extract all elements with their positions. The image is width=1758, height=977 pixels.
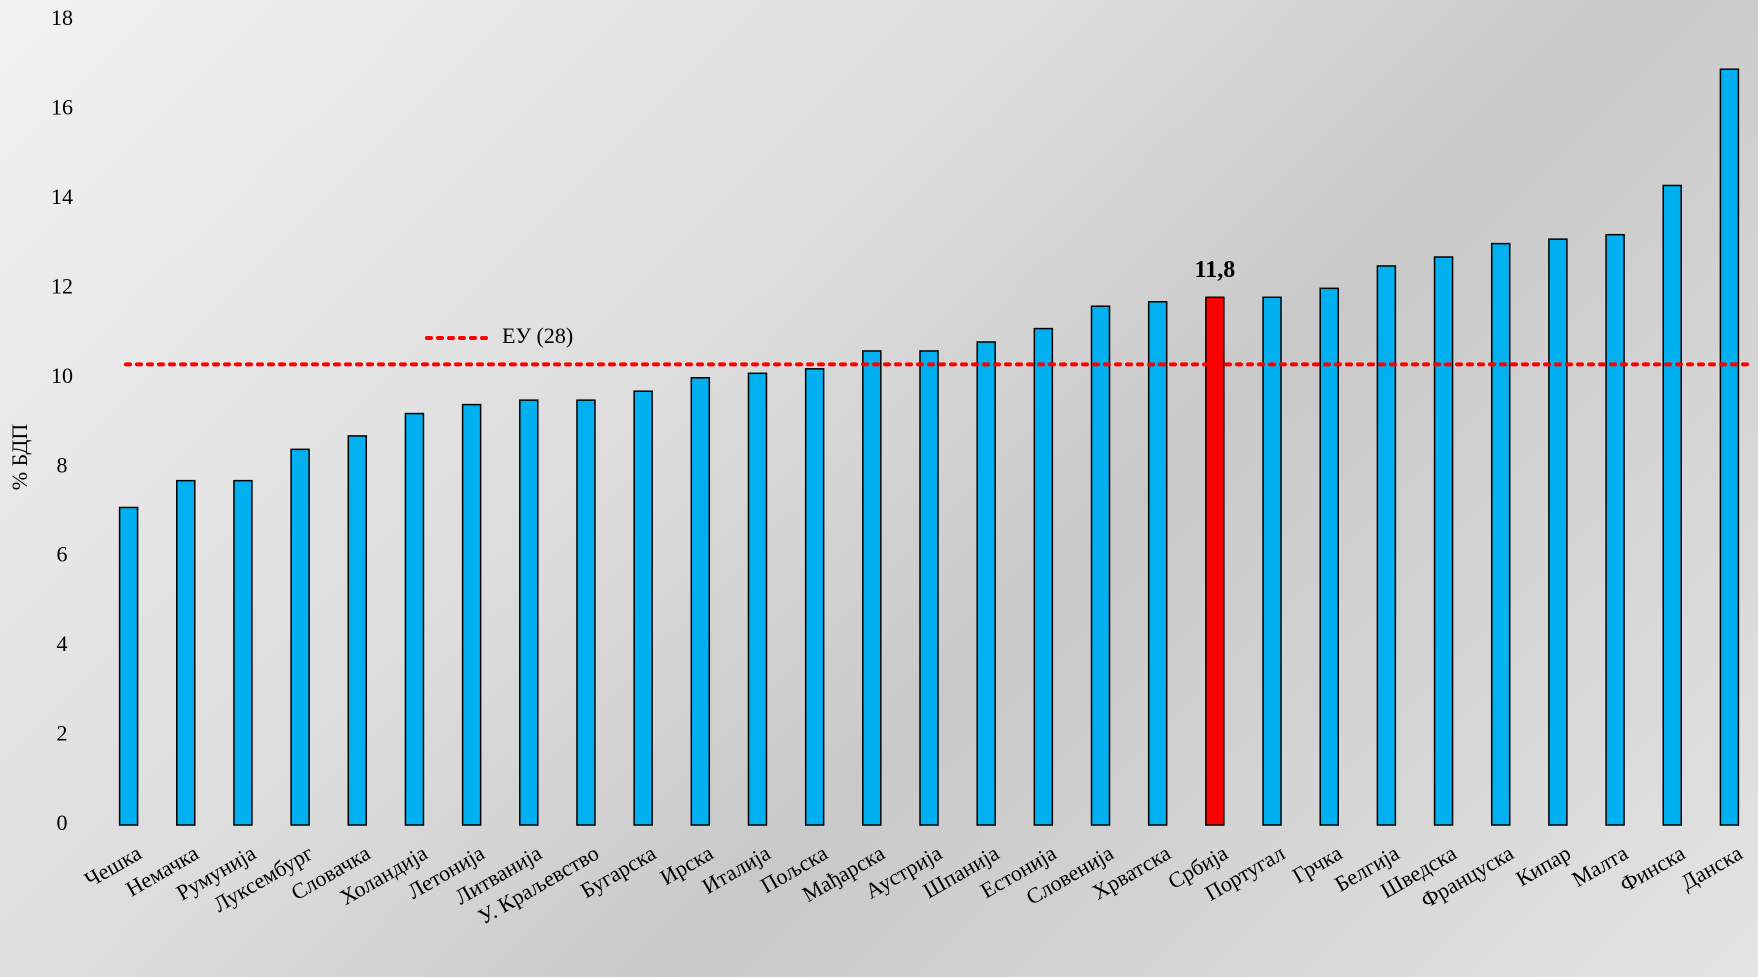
- bar: [1605, 233, 1625, 826]
- y-tick-label: 16: [51, 94, 73, 119]
- y-tick-label: 12: [51, 273, 73, 298]
- y-tick-label: 4: [57, 631, 68, 656]
- y-tick-label: 6: [57, 542, 68, 567]
- x-tick-label: Финска: [1615, 840, 1689, 897]
- x-tick-label: Кипар: [1511, 840, 1575, 891]
- bar: [862, 350, 882, 826]
- bar: [1719, 68, 1740, 826]
- bar: [576, 399, 596, 826]
- y-tick-label: 2: [57, 721, 68, 746]
- bar: [1490, 242, 1511, 826]
- legend-label: ЕУ (28): [502, 323, 573, 348]
- bar: [1376, 265, 1397, 826]
- bar: [1662, 184, 1682, 826]
- y-tick-label: 8: [57, 452, 68, 477]
- bar: [176, 479, 196, 826]
- bar: [976, 341, 996, 826]
- bar: [1319, 287, 1339, 826]
- bar: [1548, 238, 1568, 826]
- bar: [519, 399, 539, 826]
- bar: [633, 390, 653, 826]
- x-tick-label: Данска: [1676, 840, 1746, 895]
- y-tick-label: 18: [51, 5, 73, 30]
- bar: [747, 372, 768, 826]
- bar: [233, 479, 253, 826]
- y-tick-label: 14: [51, 184, 73, 209]
- bar: [347, 435, 368, 826]
- y-axis-label: % БДП: [7, 424, 32, 491]
- bar: [1090, 305, 1111, 826]
- bar: [1147, 301, 1168, 826]
- bar: [1033, 327, 1054, 826]
- bar: [919, 350, 939, 826]
- bar: [690, 377, 711, 826]
- bar: [404, 412, 425, 826]
- bar: [118, 506, 139, 826]
- bar: [1262, 296, 1282, 826]
- bar: [804, 368, 825, 826]
- bar: [1433, 256, 1454, 826]
- y-tick-label: 10: [51, 363, 73, 388]
- y-tick-label: 0: [57, 810, 68, 835]
- bar: [461, 403, 482, 826]
- value-label: 11,8: [1195, 257, 1236, 283]
- bar: [1205, 296, 1225, 826]
- bar: [290, 448, 310, 826]
